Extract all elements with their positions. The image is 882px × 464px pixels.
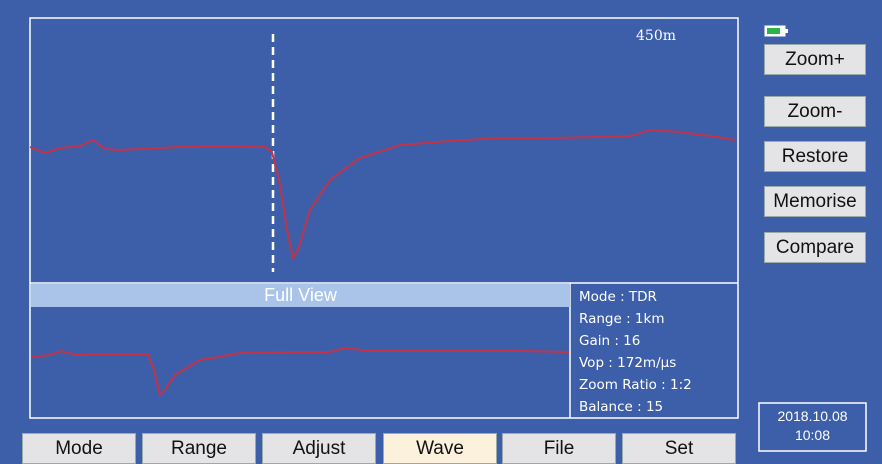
bottom-button[interactable]: Mode <box>22 433 136 464</box>
date: 2018.10.08 <box>777 408 848 424</box>
side-button[interactable]: Memorise <box>764 186 866 217</box>
bottom-button[interactable]: Set <box>622 433 736 464</box>
clock: 2018.10.08 10:08 <box>759 407 866 445</box>
side-button[interactable]: Zoom- <box>764 96 866 127</box>
battery-level <box>767 28 780 34</box>
time: 10:08 <box>794 427 831 443</box>
bottom-button[interactable]: Adjust <box>262 433 376 464</box>
info-line: Gain : 16 <box>579 333 641 349</box>
side-button[interactable]: Zoom+ <box>764 44 866 75</box>
waveform <box>29 128 736 261</box>
info-line: Vop : 172m/μs <box>579 355 677 371</box>
info-line: Zoom Ratio : 1:2 <box>579 377 692 393</box>
side-button[interactable]: Compare <box>764 232 866 263</box>
bottom-button[interactable]: File <box>502 433 616 464</box>
range-marker: 450m <box>636 28 676 44</box>
overview-waveform <box>30 346 570 397</box>
bottom-button[interactable]: Wave <box>383 433 497 464</box>
battery-tip <box>785 29 788 33</box>
info-line: Mode : TDR <box>579 289 657 305</box>
full-view-bar <box>31 284 570 307</box>
display-frame <box>29 17 739 419</box>
clock-frame <box>758 402 867 452</box>
full-view-label: Full View <box>264 285 337 305</box>
bottom-button[interactable]: Range <box>142 433 256 464</box>
info-panel: Mode : TDR Range : 1km Gain : 16 Vop : 172m… <box>571 286 692 418</box>
side-button[interactable]: Restore <box>764 141 866 172</box>
info-line: Balance : 15 <box>579 399 664 415</box>
info-line: Range : 1km <box>579 311 665 327</box>
